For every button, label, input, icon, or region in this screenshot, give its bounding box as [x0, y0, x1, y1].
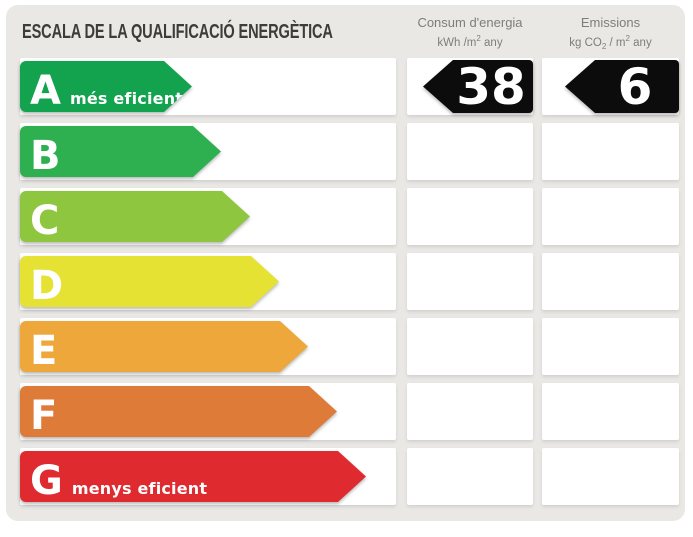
emissions-cell [542, 123, 679, 180]
grade-arrow: A més eficient [20, 61, 192, 112]
emissions-column-unit: kg CO2 / m2 any [569, 34, 652, 52]
emissions-cell [542, 253, 679, 310]
rating-row-f: F [6, 383, 685, 440]
grade-letter: D [30, 263, 64, 309]
emissions-value-arrow: 6 [565, 60, 679, 113]
consum-cell [407, 123, 533, 180]
grade-arrow: D [20, 256, 279, 307]
grade-arrow: E [20, 321, 308, 372]
emissions-cell [542, 318, 679, 375]
grade-arrow: G menys eficient [20, 451, 366, 502]
grade-note: menys eficient [71, 479, 208, 498]
emissions-cell [542, 383, 679, 440]
grade-letter: F [30, 393, 58, 439]
energy-rating-card: ESCALA DE LA QUALIFICACIÓ ENERGÈTICA Con… [6, 5, 685, 521]
consum-column-unit: kWh /m2 any [437, 34, 503, 49]
grade-letter: B [30, 133, 61, 179]
grade-letter: C [30, 198, 60, 244]
emissions-cell [542, 448, 679, 505]
rating-row-a: A més eficient 38 6 [6, 58, 685, 115]
consum-value: 38 [456, 57, 526, 116]
consum-column-header: Consum d'energia kWh /m2 any [407, 14, 533, 51]
consum-cell [407, 253, 533, 310]
emissions-column-name: Emissions [580, 15, 641, 30]
consum-cell [407, 188, 533, 245]
grade-note: més eficient [69, 89, 184, 108]
consum-cell: 38 [407, 58, 533, 115]
consum-cell [407, 448, 533, 505]
emissions-cell: 6 [542, 58, 679, 115]
grade-arrow: F [20, 386, 337, 437]
rating-row-g: G menys eficient [6, 448, 685, 505]
grade-arrow: C [20, 191, 250, 242]
rating-row-c: C [6, 188, 685, 245]
emissions-column-header: Emissions kg CO2 / m2 any [542, 14, 679, 54]
emissions-value: 6 [617, 57, 653, 116]
rating-row-d: D [6, 253, 685, 310]
consum-cell [407, 318, 533, 375]
page-title: ESCALA DE LA QUALIFICACIÓ ENERGÈTICA [22, 21, 333, 43]
grade-letter: E [30, 328, 58, 374]
consum-column-name: Consum d'energia [417, 15, 523, 30]
rating-row-e: E [6, 318, 685, 375]
grade-letter: G [30, 458, 63, 504]
consum-cell [407, 383, 533, 440]
grade-letter: A [30, 68, 61, 114]
consum-value-arrow: 38 [423, 60, 533, 113]
emissions-cell [542, 188, 679, 245]
grade-arrow: B [20, 126, 221, 177]
rating-row-b: B [6, 123, 685, 180]
